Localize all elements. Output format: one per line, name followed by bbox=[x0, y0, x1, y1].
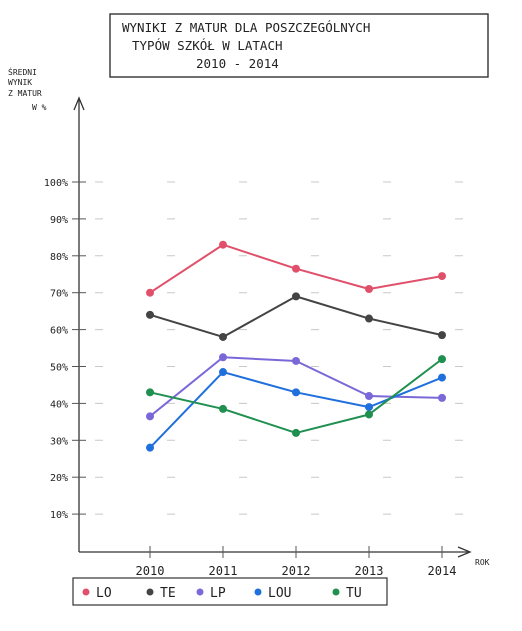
data-point-lou bbox=[292, 388, 300, 397]
data-point-te bbox=[292, 292, 300, 301]
data-point-lo bbox=[292, 264, 300, 273]
data-point-lou bbox=[219, 368, 227, 377]
data-point-tu bbox=[146, 388, 154, 397]
data-point-lou bbox=[438, 373, 446, 382]
legend-label-lp: LP bbox=[210, 586, 226, 601]
data-point-tu bbox=[219, 404, 227, 413]
x-axis-label: ROK bbox=[475, 558, 490, 567]
x-tick-label: 2013 bbox=[355, 564, 384, 578]
data-point-lou bbox=[146, 443, 154, 452]
data-point-tu bbox=[365, 410, 373, 419]
legend-marker-lou bbox=[254, 588, 262, 596]
y-axis-label-line-4: W % bbox=[32, 103, 47, 112]
legend-label-lou: LOU bbox=[268, 586, 291, 601]
x-tick-label: 2014 bbox=[428, 564, 457, 578]
data-point-lo bbox=[438, 272, 446, 281]
data-point-lp bbox=[292, 356, 300, 365]
x-axis-arrow bbox=[457, 546, 472, 558]
data-point-lp bbox=[146, 412, 154, 421]
data-point-te bbox=[146, 310, 154, 319]
y-axis-label-line-1: ŚREDNI bbox=[8, 66, 37, 77]
chart-title-line-2: TYPÓW SZKÓŁ W LATACH bbox=[132, 38, 283, 53]
title-box bbox=[109, 13, 489, 78]
y-axis-label-line-3: Z MATUR bbox=[8, 89, 42, 98]
legend-label-lo: LO bbox=[96, 586, 112, 601]
y-tick-labels: 10% 20% 30% 40% 50% 60% 70% 80% 90% 100% bbox=[44, 178, 68, 521]
legend-label-tu: TU bbox=[346, 586, 362, 601]
y-tick-label: 100% bbox=[44, 178, 68, 189]
x-tick-label: 2010 bbox=[136, 564, 165, 578]
series-line-lp bbox=[149, 356, 443, 418]
legend-box bbox=[72, 577, 388, 606]
y-tick-label: 90% bbox=[50, 215, 68, 226]
data-point-lp bbox=[438, 393, 446, 402]
series-line-te bbox=[149, 295, 443, 338]
legend-marker-lp bbox=[196, 588, 204, 596]
legend-marker-lo bbox=[82, 588, 90, 596]
y-tick-label: 80% bbox=[50, 252, 68, 263]
legend-label-te: TE bbox=[160, 586, 176, 601]
data-point-lo bbox=[365, 285, 373, 294]
y-tick-label: 70% bbox=[50, 289, 68, 300]
y-tick-label: 20% bbox=[50, 473, 68, 484]
chart-title-line-1: WYNIKI Z MATUR DLA POSZCZEGÓLNYCH bbox=[122, 20, 370, 35]
grid-lines bbox=[72, 181, 465, 515]
y-tick-label: 30% bbox=[50, 436, 68, 447]
legend: LO TE LP LOU TU bbox=[82, 586, 362, 601]
data-point-tu bbox=[292, 428, 300, 437]
data-point-lp bbox=[219, 353, 227, 362]
data-point-te bbox=[365, 314, 373, 323]
legend-marker-te bbox=[146, 588, 154, 596]
data-point-lou bbox=[365, 403, 373, 412]
data-point-lp bbox=[365, 392, 373, 401]
legend-marker-tu bbox=[332, 588, 340, 596]
y-tick-label: 60% bbox=[50, 326, 68, 337]
y-tick-label: 10% bbox=[50, 510, 68, 521]
y-tick-label: 40% bbox=[50, 399, 68, 410]
data-point-lo bbox=[219, 240, 227, 249]
y-axis-label-line-2: WYNIK bbox=[8, 78, 32, 87]
data-point-lo bbox=[146, 288, 154, 297]
data-point-te bbox=[438, 331, 446, 340]
series-lines bbox=[146, 240, 446, 452]
data-point-tu bbox=[438, 355, 446, 364]
y-tick-label: 50% bbox=[50, 363, 68, 374]
x-tick-label: 2012 bbox=[282, 564, 311, 578]
chart-title-line-3: 2010 - 2014 bbox=[196, 56, 279, 71]
x-tick-labels: 2010 2011 2012 2013 2014 bbox=[136, 546, 457, 578]
x-tick-label: 2011 bbox=[209, 564, 238, 578]
y-axis-arrow bbox=[73, 96, 85, 111]
data-point-te bbox=[219, 332, 227, 341]
